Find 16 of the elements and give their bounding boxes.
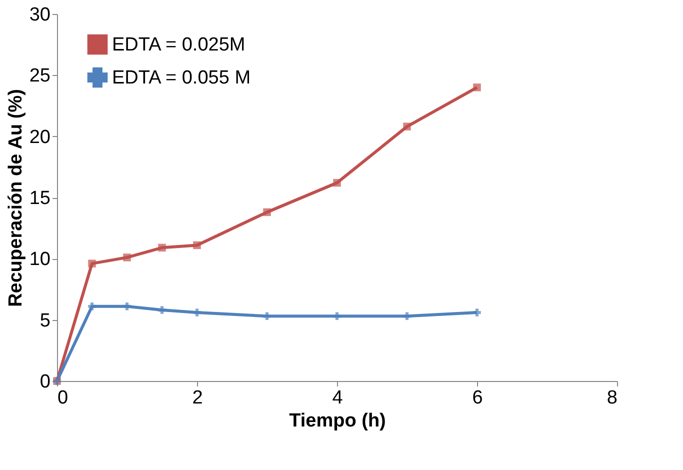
x-tick-label: 4 — [332, 388, 344, 408]
y-tick-label: 25 — [29, 66, 50, 87]
x-tick-label: 2 — [192, 388, 203, 408]
y-axis-title: Recuperación de Au (%) — [5, 89, 26, 307]
x-tick-label: 8 — [606, 388, 618, 408]
y-tick-label: 20 — [29, 126, 50, 148]
y-tick-label: 5 — [40, 310, 50, 332]
y-tick-label: 10 — [29, 249, 50, 270]
legend-label: EDTA = 0.025M — [112, 34, 246, 56]
y-tick-label: 15 — [29, 188, 50, 209]
x-tick-label: 0 — [58, 388, 68, 408]
y-tick-label: 0 — [40, 372, 50, 392]
x-tick-label: 6 — [472, 388, 483, 408]
legend-label: EDTA = 0.055 M — [112, 68, 251, 88]
y-tick-label: 30 — [29, 4, 50, 26]
x-axis-title: Tiempo (h) — [289, 410, 386, 432]
